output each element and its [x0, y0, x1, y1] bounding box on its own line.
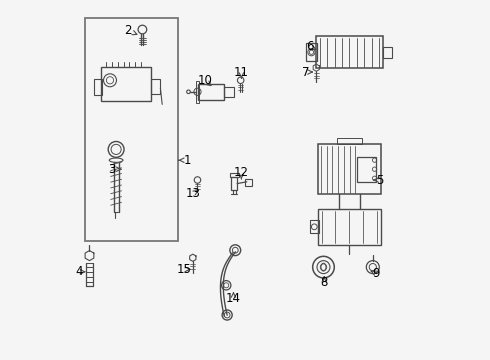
- Text: 6: 6: [306, 40, 314, 53]
- Bar: [357, 157, 376, 182]
- Text: 15: 15: [176, 263, 191, 276]
- Text: 11: 11: [234, 66, 249, 78]
- Text: 8: 8: [320, 276, 328, 289]
- Text: 12: 12: [234, 166, 249, 179]
- Text: 13: 13: [185, 187, 200, 200]
- Bar: [196, 81, 199, 103]
- Text: 5: 5: [376, 174, 384, 186]
- Text: 4: 4: [75, 265, 82, 278]
- Text: 2: 2: [124, 24, 132, 37]
- Bar: [224, 87, 234, 97]
- Bar: [337, 138, 362, 144]
- Bar: [310, 220, 318, 233]
- Bar: [318, 144, 381, 194]
- Bar: [198, 84, 224, 100]
- Bar: [383, 47, 392, 58]
- Text: 1: 1: [184, 154, 191, 167]
- Bar: [245, 179, 252, 186]
- Bar: [316, 36, 383, 68]
- Bar: [94, 79, 102, 95]
- Bar: [230, 173, 239, 177]
- Bar: [231, 177, 237, 190]
- Bar: [318, 209, 381, 245]
- Bar: [85, 18, 178, 241]
- Text: 14: 14: [226, 292, 241, 305]
- Bar: [151, 79, 160, 94]
- Text: 10: 10: [198, 75, 213, 87]
- Bar: [101, 67, 151, 101]
- Text: 3: 3: [108, 163, 116, 176]
- Text: 7: 7: [302, 66, 309, 78]
- Bar: [306, 43, 317, 61]
- Text: 9: 9: [373, 267, 380, 280]
